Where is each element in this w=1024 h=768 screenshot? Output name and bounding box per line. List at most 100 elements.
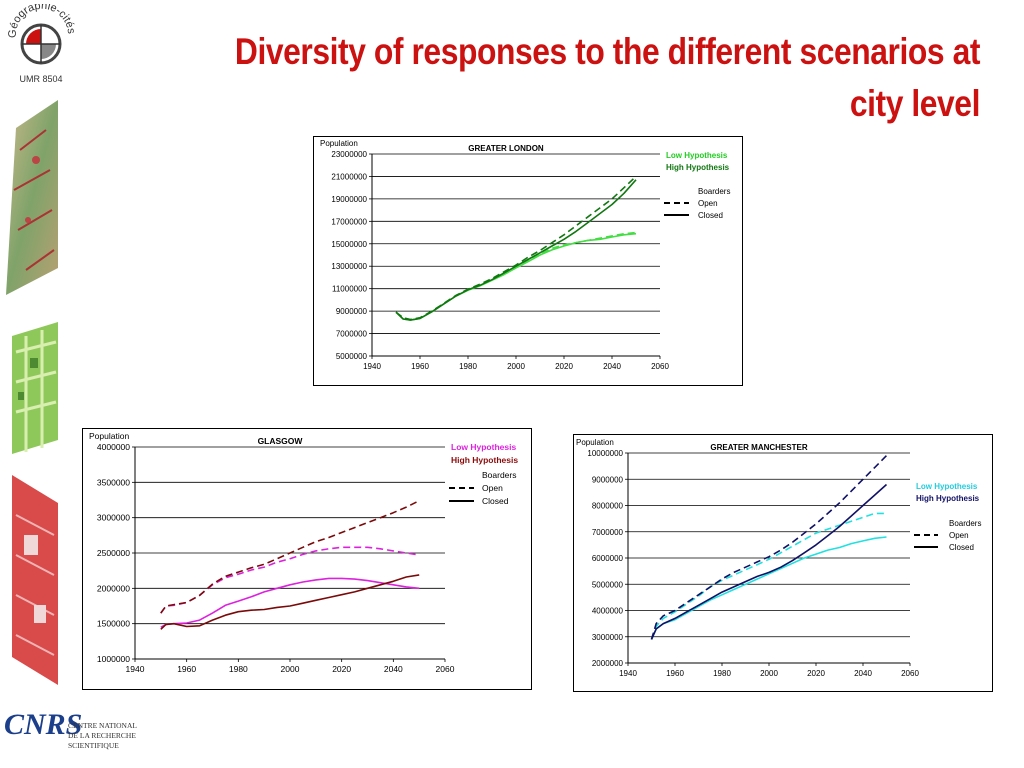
legend-high-hypothesis: High Hypothesis xyxy=(451,455,518,465)
cnrs-logo: CNRS CENTRE NATIONAL DE LA RECHERCHE SCI… xyxy=(2,700,152,760)
x-tick-label: 1940 xyxy=(126,664,145,674)
series-line xyxy=(160,574,420,630)
y-tick-label: 7000000 xyxy=(592,528,624,537)
legend-header: Boarders xyxy=(698,187,730,196)
legend-open: Open xyxy=(949,531,969,540)
chart-greater-manchester-svg: 2000000 3000000 4000000 5000000 6000000 70000… xyxy=(576,438,981,678)
y-axis-label: Population xyxy=(576,438,614,447)
chart-title: GREATER LONDON xyxy=(468,144,544,153)
y-tick-label: 2000000 xyxy=(592,659,624,668)
y-axis-label: Population xyxy=(320,139,358,148)
y-tick-label: 15000000 xyxy=(331,240,367,249)
x-tick-label: 2000 xyxy=(281,664,300,674)
y-tick-label: 2500000 xyxy=(97,548,130,558)
logo-unit-text: UMR 8504 xyxy=(19,74,62,84)
y-tick-label: 1500000 xyxy=(97,619,130,629)
series-line xyxy=(395,232,637,321)
x-tick-label: 1940 xyxy=(363,362,381,371)
y-tick-label: 10000000 xyxy=(587,449,623,458)
title-line-2: city level xyxy=(849,83,981,124)
y-tick-label: 3000000 xyxy=(592,633,624,642)
y-tick-label: 13000000 xyxy=(331,262,367,271)
x-tick-label: 2040 xyxy=(854,669,872,678)
series-line xyxy=(395,179,637,321)
y-tick-label: 2000000 xyxy=(97,583,130,593)
legend-high-hypothesis: High Hypothesis xyxy=(916,494,980,503)
legend-open: Open xyxy=(482,483,503,493)
page-title: Diversity of responses to the different … xyxy=(206,26,981,130)
y-tick-label: 4000000 xyxy=(97,442,130,452)
series-line xyxy=(395,175,637,321)
x-tick-label: 1960 xyxy=(666,669,684,678)
y-tick-label: 4000000 xyxy=(592,607,624,616)
legend-closed: Closed xyxy=(482,496,509,506)
legend-low-hypothesis: Low Hypothesis xyxy=(916,482,978,491)
y-tick-label: 9000000 xyxy=(336,307,368,316)
x-tick-label: 2020 xyxy=(332,664,351,674)
series-line xyxy=(395,231,637,321)
series-line xyxy=(160,577,420,628)
y-tick-label: 11000000 xyxy=(332,285,368,294)
x-tick-label: 2040 xyxy=(603,362,621,371)
x-tick-label: 1980 xyxy=(459,362,477,371)
decorative-map-strip-2 xyxy=(6,322,58,454)
series-line xyxy=(650,483,888,640)
footer-line-1: CENTRE NATIONAL xyxy=(68,721,137,730)
series-line xyxy=(160,499,420,614)
y-tick-label: 21000000 xyxy=(331,172,367,181)
y-tick-label: 17000000 xyxy=(331,217,367,226)
x-tick-label: 1940 xyxy=(619,669,637,678)
footer-line-2: DE LA RECHERCHE xyxy=(68,731,136,740)
y-tick-label: 5000000 xyxy=(592,580,624,589)
chart-greater-manchester: 2000000 3000000 4000000 5000000 6000000 70000… xyxy=(573,434,993,692)
chart-title: GREATER MANCHESTER xyxy=(710,443,807,452)
cnrs-logo-text: CNRS xyxy=(4,708,82,741)
x-tick-label: 2020 xyxy=(555,362,573,371)
x-tick-label: 2060 xyxy=(901,669,919,678)
series-line xyxy=(650,536,887,640)
chart-title: GLASGOW xyxy=(258,436,304,446)
x-tick-label: 1980 xyxy=(229,664,248,674)
y-tick-label: 5000000 xyxy=(336,352,368,361)
title-line-1: Diversity of responses to the different … xyxy=(234,31,981,72)
y-tick-label: 23000000 xyxy=(331,150,367,159)
chart-greater-london: 5000000 7000000 9000000 11000000 13000000 150… xyxy=(313,136,743,386)
logo-name-text: Géographie-cités xyxy=(7,0,78,38)
x-tick-label: 2020 xyxy=(807,669,825,678)
series-line xyxy=(650,455,888,640)
chart-glasgow: 1000000 1500000 2000000 2500000 3000000 35000… xyxy=(82,428,532,690)
x-tick-label: 1980 xyxy=(713,669,731,678)
decorative-map-strip-1 xyxy=(6,100,58,295)
series-line xyxy=(160,546,420,614)
y-tick-label: 19000000 xyxy=(331,195,367,204)
y-tick-label: 3000000 xyxy=(97,513,130,523)
decorative-map-strip-3 xyxy=(6,475,58,685)
y-tick-label: 9000000 xyxy=(592,475,624,484)
legend-closed: Closed xyxy=(949,543,974,552)
y-tick-label: 1000000 xyxy=(97,654,130,664)
legend-open: Open xyxy=(698,199,718,208)
legend-header: Boarders xyxy=(482,470,517,480)
y-tick-label: 6000000 xyxy=(592,554,624,563)
geographie-cites-logo: Géographie-cités UMR 8504 xyxy=(4,0,78,88)
chart-glasgow-svg: 1000000 1500000 2000000 2500000 3000000 35000… xyxy=(89,431,518,674)
series-line xyxy=(650,512,887,640)
x-tick-label: 2000 xyxy=(760,669,778,678)
legend-header: Boarders xyxy=(949,519,981,528)
footer-line-3: SCIENTIFIQUE xyxy=(68,741,119,750)
x-tick-label: 2060 xyxy=(651,362,669,371)
legend-closed: Closed xyxy=(698,211,723,220)
x-tick-label: 2040 xyxy=(384,664,403,674)
x-tick-label: 2060 xyxy=(436,664,455,674)
y-tick-label: 3500000 xyxy=(97,477,130,487)
x-tick-label: 2000 xyxy=(507,362,525,371)
legend-low-hypothesis: Low Hypothesis xyxy=(666,151,728,160)
x-tick-label: 1960 xyxy=(177,664,196,674)
y-tick-label: 7000000 xyxy=(336,330,368,339)
chart-greater-london-svg: 5000000 7000000 9000000 11000000 13000000 150… xyxy=(320,139,730,371)
legend-high-hypothesis: High Hypothesis xyxy=(666,163,730,172)
y-axis-label: Population xyxy=(89,431,129,441)
svg-text:Géographie-cités: Géographie-cités xyxy=(7,4,78,38)
legend-low-hypothesis: Low Hypothesis xyxy=(451,442,516,452)
y-tick-label: 8000000 xyxy=(592,502,624,511)
